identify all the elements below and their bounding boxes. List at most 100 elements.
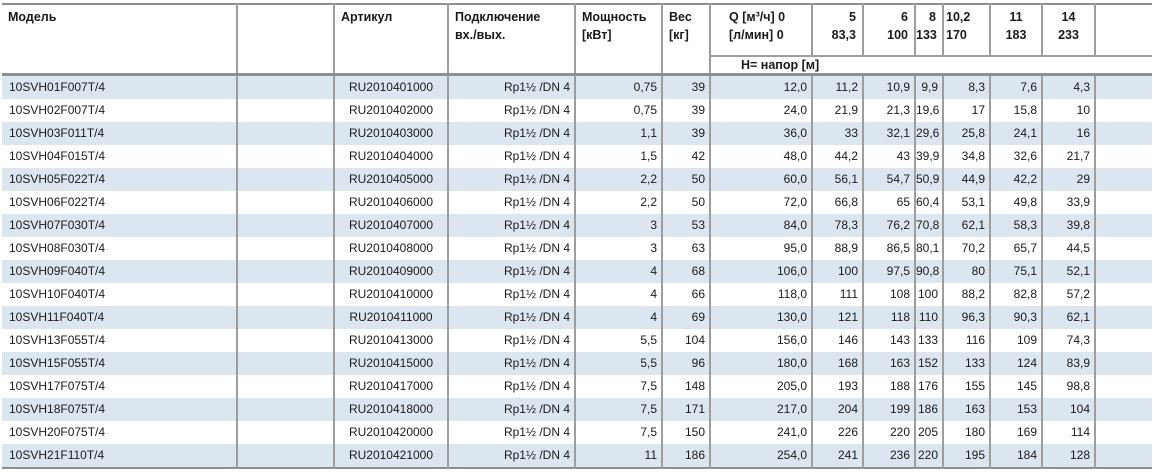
weight-cell: 42 <box>661 145 710 168</box>
table-row: 10SVH17F075T/4 RU2010417000 Rp1½ /DN 4 7… <box>2 375 1152 398</box>
power-cell: 4 <box>574 283 662 306</box>
head-q6-cell: 32,1 <box>862 122 915 145</box>
head-q11-cell: 90,3 <box>989 306 1042 329</box>
head-q5-cell: 33 <box>811 122 863 145</box>
article-cell: RU2010420000 <box>333 421 448 444</box>
head-q11-cell: 7,6 <box>989 74 1042 99</box>
head-q6-cell: 43 <box>862 145 915 168</box>
spacer-cell <box>236 444 334 468</box>
power-cell: 5,5 <box>574 329 662 352</box>
spacer-cell <box>236 145 334 168</box>
head-q11-cell: 58,3 <box>989 214 1042 237</box>
head-q14-cell: 57,2 <box>1041 283 1095 306</box>
head-q0-cell: 12,0 <box>709 74 812 99</box>
head-q6-cell: 76,2 <box>862 214 915 237</box>
article-cell: RU2010408000 <box>333 237 448 260</box>
weight-cell: 68 <box>661 260 710 283</box>
power-cell: 3 <box>574 214 662 237</box>
head-q8-cell: 29,6 <box>914 122 943 145</box>
col-header-flow-5: 5 83,3 <box>811 4 863 56</box>
table-row: 10SVH04F015T/4 RU2010404000 Rp1½ /DN 4 1… <box>2 145 1152 168</box>
connection-cell: Rp1½ /DN 4 <box>447 237 575 260</box>
connection-cell: Rp1½ /DN 4 <box>447 421 575 444</box>
end-spacer-cell <box>1094 329 1152 352</box>
power-cell: 11 <box>574 444 662 468</box>
table-row: 10SVH10F040T/4 RU2010410000 Rp1½ /DN 4 4… <box>2 283 1152 306</box>
head-q5-cell: 78,3 <box>811 214 863 237</box>
head-q8-cell: 133 <box>914 329 943 352</box>
head-q10-2-cell: 88,2 <box>942 283 990 306</box>
power-cell: 5,5 <box>574 352 662 375</box>
col-header-flow-10-2: 10,2 170 <box>942 4 990 56</box>
spacer-cell <box>236 122 334 145</box>
head-q5-cell: 111 <box>811 283 863 306</box>
table-row: 10SVH05F022T/4 RU2010405000 Rp1½ /DN 4 2… <box>2 168 1152 191</box>
head-q10-2-cell: 8,3 <box>942 74 990 99</box>
head-q8-cell: 205 <box>914 421 943 444</box>
head-q0-cell: 180,0 <box>709 352 812 375</box>
article-cell: RU2010404000 <box>333 145 448 168</box>
spacer-cell <box>236 421 334 444</box>
head-q0-cell: 205,0 <box>709 375 812 398</box>
col-header-power: Мощность [кВт] <box>574 4 662 76</box>
spacer-cell <box>236 74 334 99</box>
model-cell: 10SVH02F007T/4 <box>9 103 106 117</box>
head-q0-cell: 130,0 <box>709 306 812 329</box>
head-q14-cell: 44,5 <box>1041 237 1095 260</box>
col-header-flow-11: 11 183 <box>989 4 1042 56</box>
table-row: 10SVH13F055T/4 RU2010413000 Rp1½ /DN 4 5… <box>2 329 1152 352</box>
head-q11-cell: 49,8 <box>989 191 1042 214</box>
weight-cell: 50 <box>661 191 710 214</box>
article-cell: RU2010413000 <box>333 329 448 352</box>
head-q14-cell: 104 <box>1041 398 1095 421</box>
head-q8-cell: 39,9 <box>914 145 943 168</box>
article-cell: RU2010403000 <box>333 122 448 145</box>
head-q10-2-cell: 195 <box>942 444 990 468</box>
head-q8-cell: 9,9 <box>914 74 943 99</box>
power-cell: 0,75 <box>574 74 662 99</box>
head-q0-cell: 60,0 <box>709 168 812 191</box>
weight-cell: 66 <box>661 283 710 306</box>
head-q10-2-cell: 155 <box>942 375 990 398</box>
head-q14-cell: 29 <box>1041 168 1095 191</box>
spacer-cell <box>236 214 334 237</box>
head-q5-cell: 11,2 <box>811 74 863 99</box>
table-row: 10SVH21F110T/4 RU2010421000 Rp1½ /DN 4 1… <box>2 444 1152 468</box>
model-cell: 10SVH03F011T/4 <box>2 122 237 145</box>
power-cell: 7,5 <box>574 375 662 398</box>
power-cell: 4 <box>574 260 662 283</box>
table-row: 10SVH20F075T/4 RU2010420000 Rp1½ /DN 4 7… <box>2 421 1152 444</box>
head-q5-cell: 204 <box>811 398 863 421</box>
model-cell: 10SVH01F007T/4 <box>2 74 237 99</box>
end-spacer-cell <box>1094 191 1152 214</box>
model-cell: 10SVH06F022T/4 <box>9 195 106 209</box>
col-header-article: Артикул <box>333 4 448 76</box>
connection-cell: Rp1½ /DN 4 <box>447 398 575 421</box>
head-q8-cell: 19,6 <box>914 99 943 122</box>
end-spacer-cell <box>1094 306 1152 329</box>
table-row: 10SVH09F040T/4 RU2010409000 Rp1½ /DN 4 4… <box>2 260 1152 283</box>
head-q8-cell: 176 <box>914 375 943 398</box>
col-header-flow-14: 14 233 <box>1041 4 1095 56</box>
head-q14-cell: 16 <box>1041 122 1095 145</box>
article-cell: RU2010418000 <box>333 398 448 421</box>
table-row: 10SVH06F022T/4 RU2010406000 Rp1½ /DN 4 2… <box>2 191 1152 214</box>
col-header-end-spacer <box>1094 4 1152 56</box>
connection-cell: Rp1½ /DN 4 <box>447 191 575 214</box>
head-q10-2-cell: 163 <box>942 398 990 421</box>
weight-cell: 39 <box>661 99 710 122</box>
weight-cell: 171 <box>661 398 710 421</box>
head-q10-2-cell: 25,8 <box>942 122 990 145</box>
col-header-flow-8: 8 133 <box>914 4 943 56</box>
head-q6-cell: 97,5 <box>862 260 915 283</box>
head-q11-cell: 169 <box>989 421 1042 444</box>
spacer-cell <box>236 191 334 214</box>
head-q11-cell: 124 <box>989 352 1042 375</box>
end-spacer-cell <box>1094 444 1152 468</box>
head-q14-cell: 62,1 <box>1041 306 1095 329</box>
table-row: 10SVH18F075T/4 RU2010418000 Rp1½ /DN 4 7… <box>2 398 1152 421</box>
head-q6-cell: 86,5 <box>862 237 915 260</box>
end-spacer-cell <box>1094 122 1152 145</box>
article-cell: RU2010406000 <box>333 191 448 214</box>
end-spacer-cell <box>1094 398 1152 421</box>
